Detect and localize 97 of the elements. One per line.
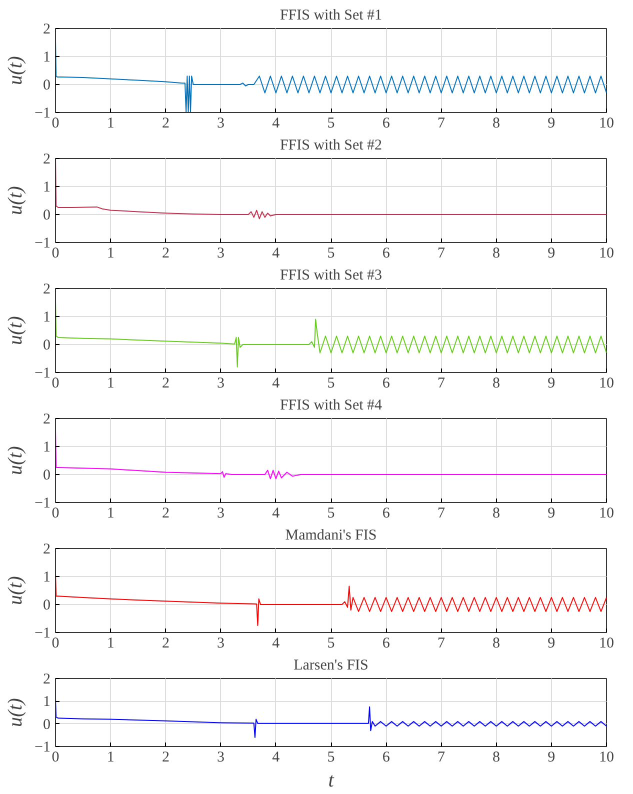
y-tick-label: 1 (43, 50, 50, 66)
y-tick-label: 2 (43, 542, 50, 558)
x-tick-label: 6 (382, 376, 390, 392)
y-tick-label: 2 (43, 22, 50, 38)
x-tick-label: 6 (382, 506, 390, 522)
y-tick-label: 2 (43, 152, 50, 168)
y-tick-label: −1 (34, 496, 51, 512)
x-tick-label: 10 (599, 636, 614, 652)
x-tick-label: 7 (437, 246, 446, 262)
y-tick-label: −1 (34, 236, 51, 252)
x-tick-label: 7 (437, 376, 446, 392)
x-tick-label: 2 (162, 636, 170, 652)
x-tick-label: 4 (272, 376, 280, 392)
x-tick-label: 10 (599, 376, 614, 392)
x-axis-title: t (328, 770, 334, 792)
x-tick-label: 10 (599, 246, 614, 262)
y-tick-label: −1 (34, 626, 51, 642)
x-tick-label: 1 (106, 376, 114, 392)
x-tick-label: 7 (437, 750, 446, 766)
x-tick-label: 2 (162, 116, 170, 132)
x-tick-label: 6 (382, 116, 390, 132)
y-tick-label: 1 (43, 440, 50, 456)
chart-title: Larsen's FIS (294, 658, 368, 674)
chart-title: FFIS with Set #1 (280, 8, 382, 24)
x-tick-label: 6 (382, 246, 390, 262)
x-tick-label: 1 (106, 750, 114, 766)
x-tick-label: 5 (327, 246, 335, 262)
y-axis-title: u(t) (4, 56, 27, 85)
x-tick-label: 4 (272, 636, 280, 652)
x-tick-label: 8 (492, 506, 500, 522)
x-tick-label: 7 (437, 506, 446, 522)
x-tick-label: 6 (382, 636, 390, 652)
x-tick-label: 5 (327, 376, 335, 392)
x-tick-label: 4 (272, 116, 280, 132)
y-tick-label: 1 (43, 180, 50, 196)
x-tick-label: 3 (217, 636, 225, 652)
y-axis-title: u(t) (4, 698, 27, 727)
y-tick-label: 0 (43, 468, 50, 484)
y-tick-label: 2 (43, 412, 50, 428)
x-tick-label: 3 (217, 376, 225, 392)
y-tick-label: 0 (43, 598, 50, 614)
y-tick-label: −1 (34, 106, 51, 122)
x-tick-label: 5 (327, 636, 335, 652)
y-tick-label: 2 (43, 672, 50, 688)
x-tick-label: 8 (492, 636, 500, 652)
x-tick-label: 5 (327, 116, 335, 132)
x-tick-label: 2 (162, 506, 170, 522)
y-axis-title: u(t) (4, 186, 27, 215)
y-tick-label: 1 (43, 694, 50, 710)
y-tick-label: 1 (43, 310, 50, 326)
x-tick-label: 4 (272, 506, 280, 522)
y-axis-title: u(t) (4, 576, 27, 605)
x-tick-label: 2 (162, 246, 170, 262)
y-tick-label: −1 (34, 740, 51, 756)
chart-title: Mamdani's FIS (285, 528, 377, 544)
x-tick-label: 2 (162, 376, 170, 392)
x-tick-label: 10 (599, 750, 614, 766)
y-axis-title: u(t) (4, 446, 27, 475)
y-tick-label: 2 (43, 282, 50, 298)
x-tick-label: 7 (437, 116, 446, 132)
x-tick-label: 10 (599, 506, 614, 522)
x-tick-label: 5 (327, 506, 335, 522)
y-tick-label: 0 (43, 716, 50, 733)
x-tick-label: 3 (217, 750, 225, 766)
y-tick-label: 0 (43, 78, 50, 94)
x-tick-label: 9 (548, 376, 556, 392)
x-tick-label: 1 (106, 246, 114, 262)
x-tick-label: 8 (492, 116, 500, 132)
y-tick-label: 0 (43, 208, 50, 224)
x-tick-label: 8 (492, 376, 500, 392)
x-tick-label: 1 (106, 636, 114, 652)
x-tick-label: 3 (217, 246, 225, 262)
chart-title: FFIS with Set #3 (280, 268, 382, 284)
x-tick-label: 3 (217, 506, 225, 522)
chart-title: FFIS with Set #2 (280, 138, 382, 154)
y-tick-label: 0 (43, 338, 50, 354)
x-tick-label: 1 (106, 116, 114, 132)
x-tick-label: 8 (492, 246, 500, 262)
x-tick-label: 6 (382, 750, 390, 766)
y-tick-label: 1 (43, 570, 50, 586)
y-tick-label: −1 (34, 366, 51, 382)
x-tick-label: 9 (548, 246, 556, 262)
x-tick-label: 9 (548, 636, 556, 652)
x-tick-label: 9 (548, 506, 556, 522)
x-tick-label: 3 (217, 116, 225, 132)
x-tick-label: 10 (599, 116, 614, 132)
x-tick-label: 2 (162, 750, 170, 766)
x-tick-label: 4 (272, 750, 280, 766)
x-tick-label: 8 (492, 750, 500, 766)
x-tick-label: 9 (548, 750, 556, 766)
x-tick-label: 4 (272, 246, 280, 262)
x-tick-label: 5 (327, 750, 335, 766)
x-tick-label: 1 (106, 506, 114, 522)
x-tick-label: 7 (437, 636, 446, 652)
y-axis-title: u(t) (4, 316, 27, 345)
x-tick-label: 9 (548, 116, 556, 132)
chart-title: FFIS with Set #4 (280, 398, 383, 414)
